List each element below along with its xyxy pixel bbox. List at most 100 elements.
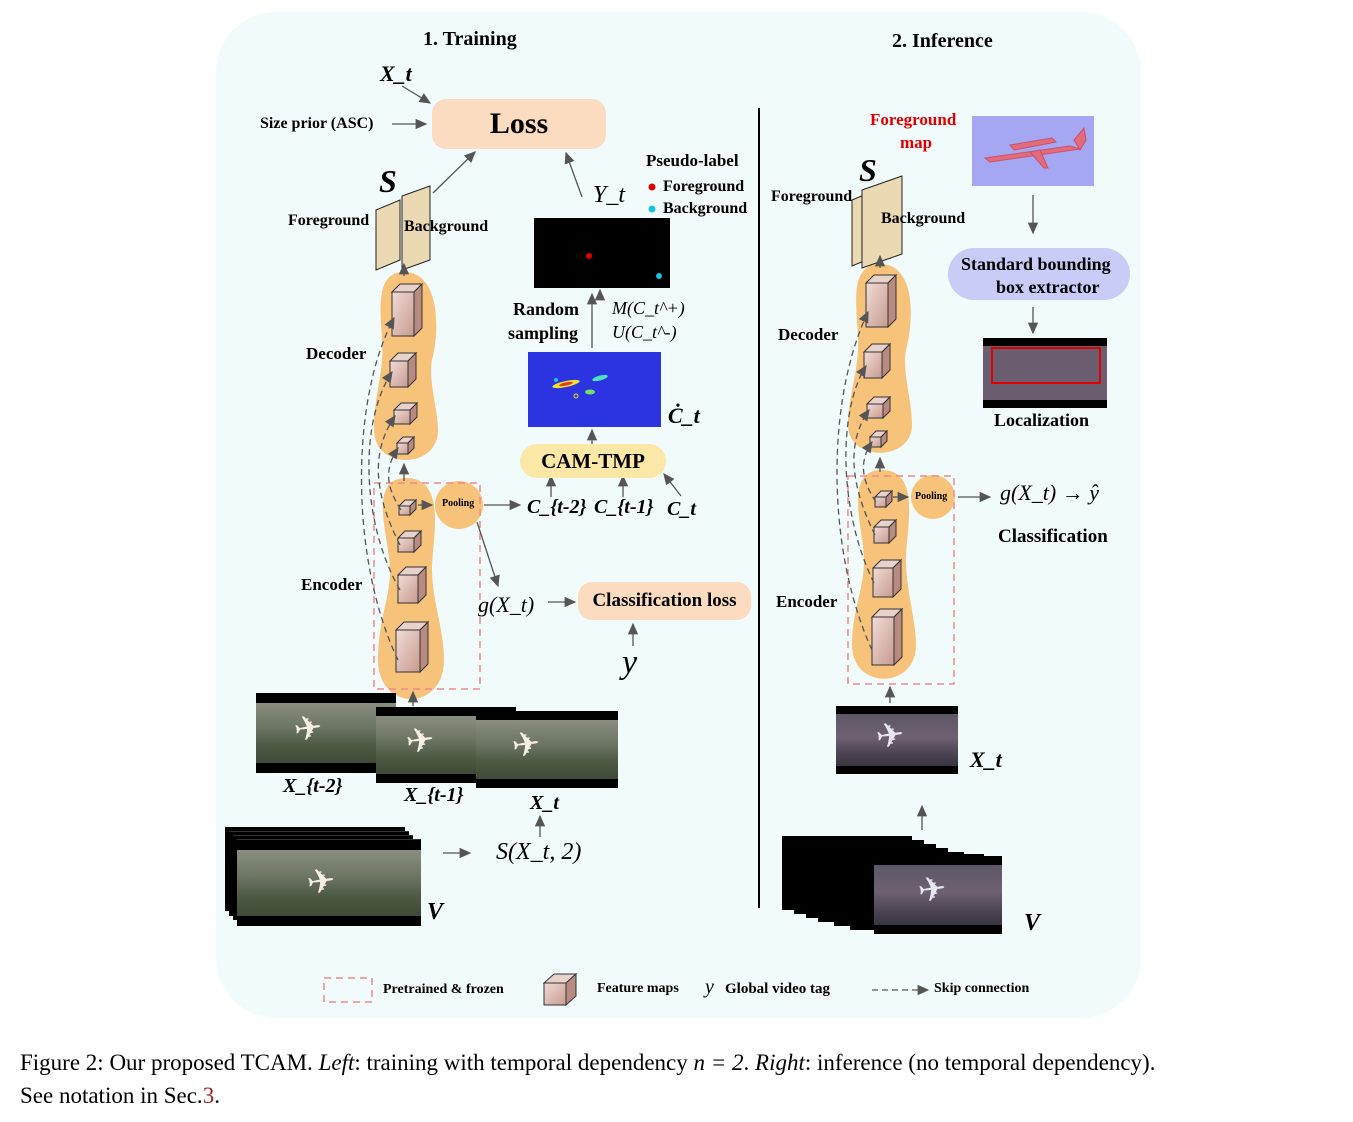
feature-map-cube — [394, 620, 430, 674]
cam-tmp-box: CAM-TMP — [520, 444, 666, 478]
feature-map-cube — [388, 351, 418, 389]
section-reference-link[interactable]: 3 — [202, 1083, 215, 1108]
frame-t-minus-2: ✈ — [256, 693, 396, 773]
inference-encoder-label: Encoder — [776, 592, 838, 611]
caption-line-1: Figure 2: Our proposed TCAM. Left: train… — [20, 1050, 1156, 1075]
classification-loss-box: Classification loss — [578, 582, 751, 620]
cam-c-t-minus-2: C_{t-2} — [527, 496, 587, 518]
feature-map-cube — [864, 273, 898, 329]
pseudo-foreground-dot — [586, 253, 592, 259]
bbox-extractor-box — [948, 248, 1130, 300]
localization-bbox — [991, 347, 1101, 384]
cam-tmp-label: CAM-TMP — [541, 448, 645, 473]
cam-blobs — [552, 374, 608, 399]
training-arrows — [392, 85, 682, 859]
feature-map-cube — [396, 529, 423, 554]
feature-map-cube — [390, 282, 424, 338]
inference-frozen-box — [847, 475, 955, 685]
s-maps — [375, 185, 431, 271]
frozen-box — [373, 482, 481, 690]
sampling-u: U(C_t^-) — [612, 322, 677, 342]
frame-label-t-minus-1: X_{t-1} — [404, 784, 464, 806]
inference-arrows — [874, 195, 1039, 830]
feature-map-cube — [396, 565, 428, 605]
cam-dot-ct: Ċ_t — [668, 403, 700, 428]
pseudo-label-title: Pseudo-label — [646, 151, 739, 170]
foreground-map-line1: Foreground — [870, 110, 957, 129]
pseudo-legend-background: Background — [663, 200, 748, 217]
legend-feature-map-icon — [542, 972, 578, 1007]
loss-box: Loss — [432, 99, 606, 149]
legend-y-symbol: y — [705, 976, 714, 998]
feature-map-cube — [392, 401, 419, 426]
cam-c-t-minus-1: C_{t-1} — [594, 496, 654, 518]
feature-map-cube — [397, 498, 418, 517]
inference-s-label: S — [859, 152, 877, 188]
caption-right-label: Right — [755, 1050, 805, 1075]
legend-frozen-swatch — [323, 977, 373, 1003]
size-prior-label: Size prior (ASC) — [260, 115, 374, 132]
legend-global-tag-label: Global video tag — [725, 981, 831, 997]
foreground-map-line2: map — [900, 133, 933, 152]
global-tag-y: y — [622, 644, 638, 681]
pooling-label: Pooling — [442, 498, 475, 509]
inference-foreground-label: Foreground — [771, 188, 853, 205]
plane-icon: ✈ — [509, 725, 544, 766]
sampling-m: M(C_t^+) — [612, 298, 685, 318]
feature-map-cube — [871, 558, 903, 599]
background-label: Background — [404, 218, 489, 235]
plane-icon: ✈ — [291, 709, 326, 750]
caption-line-2: See notation in Sec.3. — [20, 1083, 220, 1108]
feature-map-cube — [870, 607, 904, 667]
feature-map-cube — [395, 435, 416, 456]
caption-n-value: n = 2 — [693, 1050, 744, 1075]
plane-icon: ✈ — [304, 862, 339, 903]
legend-feature-maps-label: Feature maps — [597, 981, 679, 996]
inference-s-maps — [851, 175, 903, 269]
skip-connections — [360, 316, 402, 661]
inference-decoder-label: Decoder — [778, 325, 839, 344]
figure-caption: Figure 2: Our proposed TCAM. Left: train… — [20, 1046, 1340, 1112]
inference-classifier-output: g(X_t) → ŷ — [1000, 480, 1099, 505]
feature-map-cube — [873, 489, 894, 509]
s-label: S — [379, 163, 397, 199]
feature-map-cube — [862, 342, 892, 380]
inference-pooling-circle — [911, 475, 955, 519]
pseudo-legend-foreground: Foreground — [663, 178, 745, 195]
frame-label-t: X_t — [530, 792, 559, 814]
foreground-map-plane — [983, 126, 1087, 169]
localization-label: Localization — [994, 410, 1089, 430]
feature-map-cube — [865, 395, 892, 420]
pooling-circle — [435, 481, 483, 529]
inference-title: 2. Inference — [892, 30, 993, 52]
sampler-label: S(X_t, 2) — [496, 839, 582, 865]
inference-background-label: Background — [881, 210, 966, 227]
inference-video-stack: ✈ — [782, 836, 1022, 936]
classifier-output: g(X_t) — [478, 592, 535, 617]
feature-map-cubes — [388, 282, 430, 674]
caption-left-label: Left — [318, 1050, 355, 1075]
cam-c-t: C_t — [667, 498, 696, 520]
video-stack: ✈ — [225, 827, 425, 927]
pseudo-label-yt: Y_t — [593, 182, 626, 208]
frame-t: ✈ — [476, 711, 618, 788]
random-sampling-line2: sampling — [508, 323, 579, 343]
loss-label: Loss — [489, 106, 549, 140]
video-label: V — [427, 899, 444, 925]
legend-foreground-dot — [648, 183, 656, 191]
plane-icon: ✈ — [403, 721, 438, 762]
bbox-extractor-line1: Standard bounding — [961, 254, 1111, 274]
pseudo-label-map — [534, 218, 670, 288]
pseudo-background-dot — [656, 273, 662, 279]
encoder-label: Encoder — [301, 575, 363, 594]
loss-input-xt: X_t — [380, 61, 412, 86]
cam-heatmap — [528, 352, 661, 427]
foreground-label: Foreground — [288, 212, 370, 229]
decoder-label: Decoder — [306, 344, 367, 363]
frame-label-t-minus-2: X_{t-2} — [283, 775, 343, 797]
legend-frozen-label: Pretrained & frozen — [383, 982, 504, 997]
random-sampling-line1: Random — [513, 299, 580, 319]
feature-map-cube — [872, 518, 898, 545]
training-title: 1. Training — [423, 28, 517, 50]
